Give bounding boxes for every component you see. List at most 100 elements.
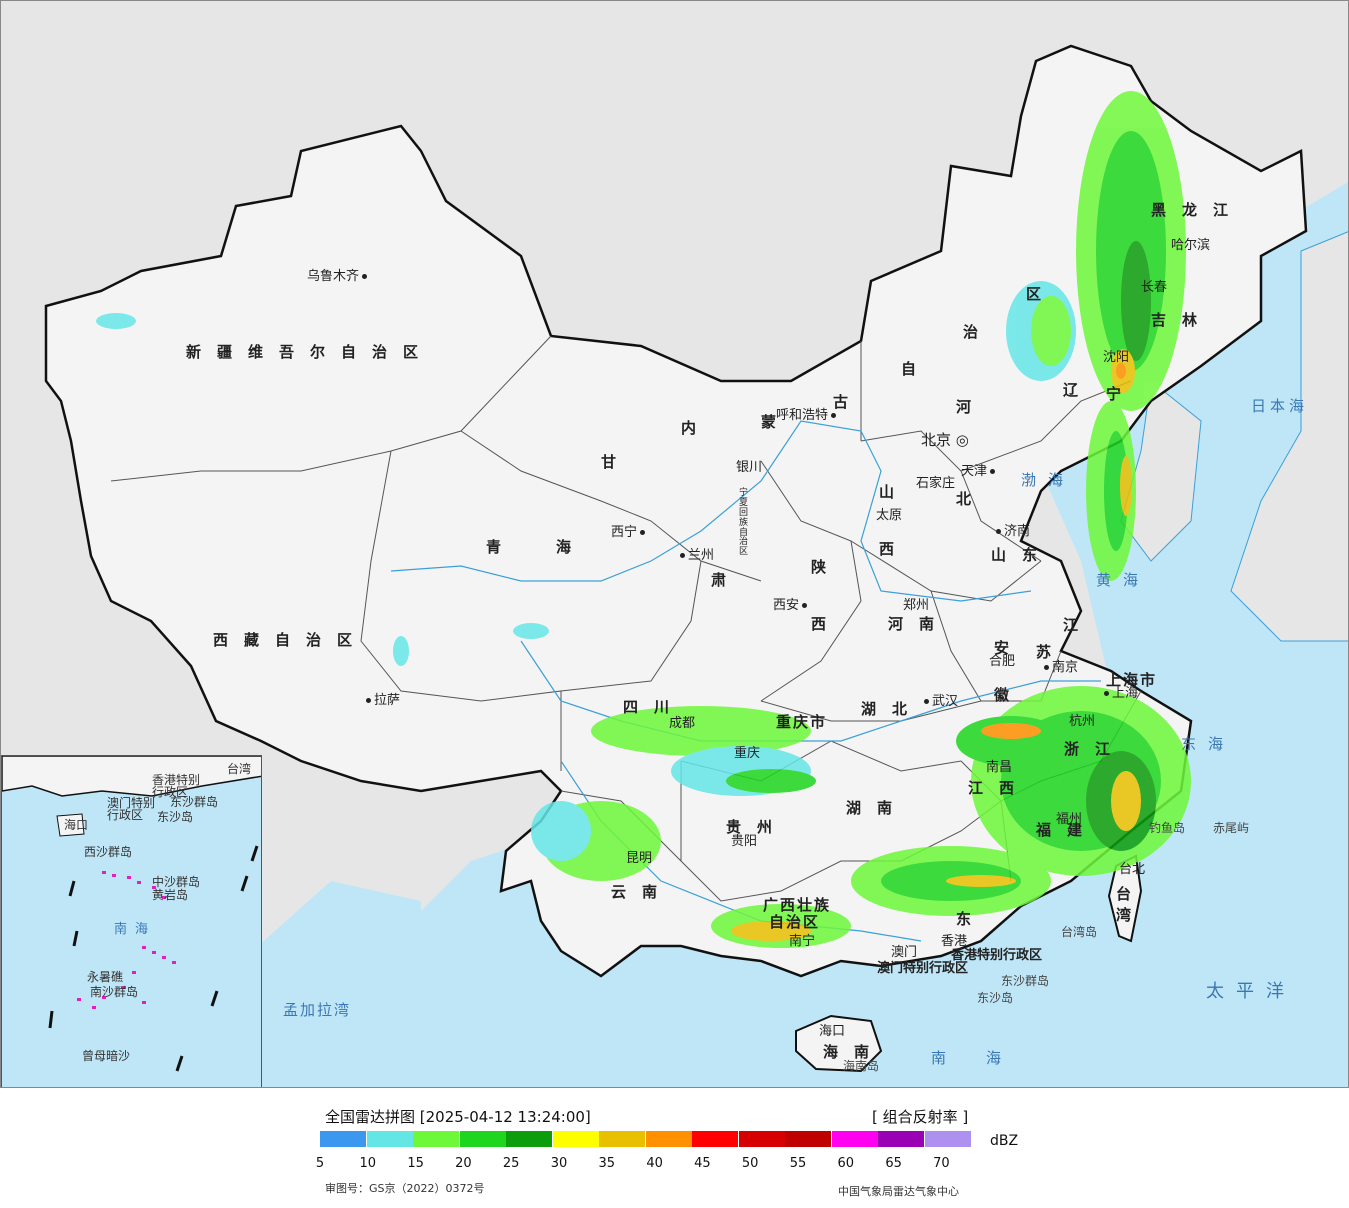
island-diaoyu: 钓鱼岛	[1149, 821, 1186, 835]
label-anhui-a: 安	[994, 639, 1026, 657]
sea-mengjiala: 孟加拉湾	[283, 1001, 352, 1019]
city-shanghai: 上海	[1101, 687, 1138, 700]
legend-swatch	[924, 1131, 971, 1147]
label-gansu: 甘	[601, 453, 633, 471]
label-ning: 宁	[1106, 385, 1138, 403]
city-chengdu: 成都	[669, 716, 696, 731]
label-yunnan: 云南	[611, 883, 674, 901]
label-zizhiqu-b: 治	[963, 323, 995, 341]
city-guiyang: 贵阳	[731, 834, 758, 849]
label-hubei: 湖北	[861, 700, 924, 718]
city-lanzhou: 兰州	[677, 549, 714, 562]
city-urumqi: 乌鲁木齐	[307, 270, 370, 283]
legend-tick-label: 30	[550, 1156, 568, 1171]
label-xinjiang: 新疆维吾尔自治区	[186, 343, 435, 361]
city-beijing: 北京 ◎	[921, 431, 969, 449]
city-hangzhou: 杭州	[1069, 714, 1096, 729]
legend-swatch	[366, 1131, 413, 1147]
legend-tick-label: 55	[789, 1156, 807, 1171]
city-zhengzhou: 郑州	[903, 598, 930, 613]
legend-swatch	[692, 1131, 738, 1147]
inset-zhongsha: 中沙群岛	[152, 875, 201, 889]
approval-number: 审图号：GS京（2022）0372号	[325, 1182, 485, 1195]
city-haikou: 海口	[819, 1024, 846, 1039]
city-kunming: 昆明	[626, 851, 653, 866]
inset-haikou: 海口	[64, 818, 89, 832]
label-hebei-he: 河	[956, 398, 988, 416]
sea-bohai: 渤海	[1021, 471, 1076, 489]
japan-land	[1230, 231, 1348, 642]
inset-yongshu: 永暑礁	[87, 970, 124, 984]
legend-swatch	[459, 1131, 506, 1147]
legend-tick-label: 70	[933, 1156, 950, 1171]
radar-echoes	[96, 91, 1191, 948]
city-wuhan: 武汉	[921, 695, 958, 708]
city-xining: 西宁	[611, 526, 648, 539]
legend-tick-label: 25	[502, 1156, 520, 1171]
label-guangxi-a: 广西壮族	[763, 896, 832, 914]
label-xizang: 西藏自治区	[213, 631, 369, 649]
inset-hk: 香港特别	[152, 773, 201, 787]
legend-swatch	[506, 1131, 552, 1147]
sea-taipingyang: 太平洋	[1206, 981, 1296, 1002]
legend-tick-label: 35	[598, 1156, 616, 1171]
legend-tick-label: 50	[741, 1156, 759, 1171]
city-aomen: 澳门	[891, 945, 918, 960]
inset-huangyan: 黄岩岛	[152, 888, 189, 902]
legend-tick-label: 45	[694, 1156, 711, 1171]
label-shanxi-a: 山	[879, 483, 911, 501]
label-zizhiqu-a: 自	[901, 360, 933, 378]
city-huhehaote: 呼和浩特	[776, 409, 839, 422]
hainan-island	[795, 1014, 883, 1073]
inset-mo2: 行政区	[107, 808, 144, 822]
label-hunan: 湖南	[846, 799, 909, 817]
label-hainan: 海南	[823, 1043, 886, 1061]
label-macau-sar: 澳门特别行政区	[877, 961, 969, 976]
city-hefei: 合肥	[989, 654, 1016, 669]
island-chiwei: 赤尾屿	[1213, 821, 1250, 835]
label-anhui-b: 徽	[994, 686, 1026, 704]
label-liao: 辽	[1063, 381, 1095, 399]
label-guangdong: 东	[956, 910, 988, 928]
legend-swatch	[599, 1131, 645, 1147]
label-shanghai: 上海市	[1106, 671, 1158, 689]
city-xian: 西安	[773, 599, 810, 612]
label-shaanxi-b: 西	[811, 615, 843, 633]
label-guizhou: 贵州	[726, 818, 789, 836]
map-canvas	[44, 44, 1348, 1087]
city-jinan: 济南	[993, 525, 1030, 538]
city-fuzhou: 福州	[1056, 812, 1083, 827]
inset-taiwan: 台湾	[227, 762, 252, 776]
label-jiangsu-b: 苏	[1036, 643, 1068, 661]
label-shanxi-b: 西	[879, 540, 911, 558]
legend-swatch	[785, 1131, 831, 1147]
label-neimenggu-c: 古	[833, 393, 865, 411]
label-qinghai-b: 海	[556, 538, 588, 556]
city-lhasa: 拉萨	[363, 694, 400, 707]
city-taibei: 台北	[1119, 862, 1146, 877]
label-gansu-su: 肃	[711, 571, 743, 589]
city-shenyang: 沈阳	[1103, 350, 1130, 365]
label-shandong: 山东	[991, 546, 1054, 564]
south-china-sea-inset: 南海 西沙群岛 中沙群岛 黄岩岛 南沙群岛 曾母暗沙 永暑礁 海口 台湾 香港特…	[1, 755, 262, 1087]
label-taiwan-b: 湾	[1116, 906, 1148, 924]
legend-tick-label: 20	[455, 1156, 472, 1171]
inset-canvas	[2, 756, 261, 1072]
inset-nansha: 南沙群岛	[90, 985, 139, 999]
label-sichuan: 四川	[623, 698, 686, 716]
city-changchun: 长春	[1141, 280, 1168, 295]
legend-swatch	[320, 1131, 366, 1147]
legend-panel	[0, 1088, 1349, 1208]
label-taiwan-a: 台	[1116, 885, 1148, 903]
inset-zengmu: 曾母暗沙	[82, 1049, 131, 1063]
city-xianggang: 香港	[941, 934, 968, 949]
label-zhejiang: 浙江	[1064, 740, 1127, 758]
legend-tick-label: 15	[407, 1156, 424, 1171]
label-fujian: 福建	[1036, 821, 1099, 839]
sea-donghai: 东海	[1181, 735, 1236, 753]
island-taiwandao: 台湾岛	[1061, 925, 1098, 939]
label-qinghai-a: 青	[486, 538, 518, 556]
label-hk-sar: 香港特别行政区	[951, 948, 1043, 963]
city-harbin: 哈尔滨	[1171, 238, 1211, 253]
sea-riben: 日本海	[1251, 397, 1309, 415]
